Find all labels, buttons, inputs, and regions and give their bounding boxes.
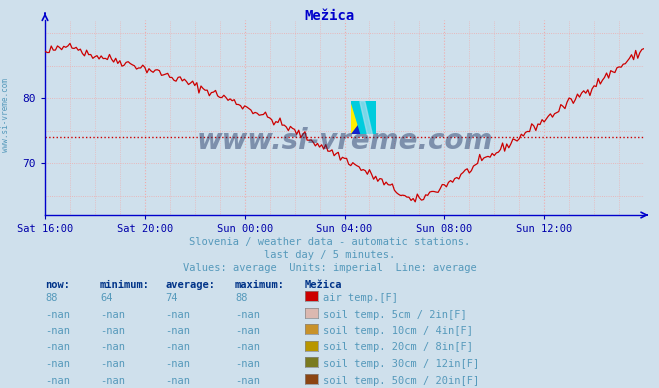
Text: -nan: -nan — [165, 359, 190, 369]
Text: soil temp. 20cm / 8in[F]: soil temp. 20cm / 8in[F] — [323, 343, 473, 353]
Text: average:: average: — [165, 280, 215, 290]
Text: www.si-vreme.com: www.si-vreme.com — [1, 78, 10, 152]
Text: soil temp. 30cm / 12in[F]: soil temp. 30cm / 12in[F] — [323, 359, 479, 369]
Text: maximum:: maximum: — [235, 280, 285, 290]
Text: -nan: -nan — [45, 310, 70, 319]
Text: Mežica: Mežica — [305, 280, 343, 290]
Text: last day / 5 minutes.: last day / 5 minutes. — [264, 250, 395, 260]
Text: -nan: -nan — [165, 376, 190, 386]
Text: -nan: -nan — [100, 376, 125, 386]
Text: minimum:: minimum: — [100, 280, 150, 290]
Text: 88: 88 — [235, 293, 248, 303]
Text: -nan: -nan — [165, 326, 190, 336]
Text: 88: 88 — [45, 293, 57, 303]
Text: Slovenia / weather data - automatic stations.: Slovenia / weather data - automatic stat… — [189, 237, 470, 247]
Text: -nan: -nan — [235, 310, 260, 319]
Text: soil temp. 5cm / 2in[F]: soil temp. 5cm / 2in[F] — [323, 310, 467, 319]
Text: 74: 74 — [165, 293, 177, 303]
Polygon shape — [360, 101, 372, 134]
Text: soil temp. 50cm / 20in[F]: soil temp. 50cm / 20in[F] — [323, 376, 479, 386]
Text: -nan: -nan — [100, 343, 125, 353]
Text: -nan: -nan — [45, 326, 70, 336]
Text: -nan: -nan — [165, 310, 190, 319]
Text: www.si-vreme.com: www.si-vreme.com — [196, 127, 493, 155]
Text: -nan: -nan — [165, 343, 190, 353]
Text: -nan: -nan — [235, 343, 260, 353]
Text: -nan: -nan — [235, 376, 260, 386]
Text: -nan: -nan — [45, 343, 70, 353]
Text: soil temp. 10cm / 4in[F]: soil temp. 10cm / 4in[F] — [323, 326, 473, 336]
Text: -nan: -nan — [235, 326, 260, 336]
Text: Values: average  Units: imperial  Line: average: Values: average Units: imperial Line: av… — [183, 263, 476, 273]
Text: 64: 64 — [100, 293, 113, 303]
Text: -nan: -nan — [100, 310, 125, 319]
Text: -nan: -nan — [100, 359, 125, 369]
Text: -nan: -nan — [100, 326, 125, 336]
Text: air temp.[F]: air temp.[F] — [323, 293, 398, 303]
Text: -nan: -nan — [235, 359, 260, 369]
Text: Mežica: Mežica — [304, 9, 355, 23]
Polygon shape — [351, 101, 376, 134]
Polygon shape — [351, 101, 376, 134]
Text: -nan: -nan — [45, 359, 70, 369]
Text: -nan: -nan — [45, 376, 70, 386]
Polygon shape — [351, 101, 376, 134]
Text: now:: now: — [45, 280, 70, 290]
